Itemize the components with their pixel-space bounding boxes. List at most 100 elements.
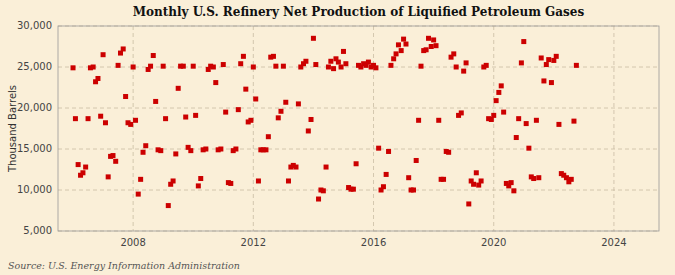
point [466,201,471,206]
point [499,83,504,88]
point [326,65,331,70]
point [531,176,536,181]
point [491,113,496,118]
point [514,135,519,140]
x-tick-label: 2008 [120,237,145,248]
point [511,188,516,193]
point [228,181,233,186]
grid [58,26,659,231]
point [128,122,133,127]
point [133,118,138,123]
source-note: Source: U.S. Energy Information Administ… [8,260,240,271]
point [116,63,121,68]
point [546,57,551,62]
point [454,65,459,70]
title: Monthly U.S. Refinery Net Production of … [133,5,585,19]
point [396,42,401,47]
point [446,150,451,155]
grid-line [58,108,659,109]
point [183,115,188,120]
y-tick-label: 30,000 [17,20,52,31]
point [151,53,156,58]
point [441,177,446,182]
point [241,54,246,59]
point [76,162,81,167]
point [256,178,261,183]
point [143,143,148,148]
point [516,116,521,121]
point [221,62,226,67]
point [509,180,514,185]
point [406,175,411,180]
x-tick-label: 2024 [601,237,626,248]
point [163,116,168,121]
point [336,60,341,65]
grid-line [253,26,254,231]
point [203,147,208,152]
point [213,80,218,85]
point [519,60,524,65]
point [554,54,559,59]
point [211,65,216,70]
point [71,65,76,70]
y-axis-label: Thousand Barrels [7,85,18,173]
point [373,65,378,70]
point [324,165,329,170]
point [524,121,529,126]
point [278,109,283,114]
point [399,48,404,53]
point [251,65,256,70]
point [429,44,434,49]
point [188,148,193,153]
point [138,177,143,182]
point [471,182,476,187]
point [351,187,356,192]
point [158,148,163,153]
chart: 5,00010,00015,00020,00025,00030,00020082… [0,0,675,275]
point [376,146,381,151]
point [414,158,419,163]
point [436,118,441,123]
point [459,110,464,115]
point [474,170,479,175]
point [496,90,501,95]
point [248,118,253,123]
point [166,203,171,208]
point [73,116,78,121]
point [416,118,421,123]
y-tick-label: 20,000 [17,102,52,113]
point [95,76,100,81]
grid-line [58,149,659,150]
point [238,61,243,66]
point [176,86,181,91]
y-tick-label: 15,000 [17,143,52,154]
point [424,47,429,52]
point [391,56,396,61]
point [411,188,416,193]
point [311,36,316,41]
point [419,64,424,69]
grid-line [373,26,374,231]
point [539,55,544,60]
point [196,183,201,188]
point [236,107,241,112]
point [569,177,574,182]
grid-line [613,26,614,231]
point [91,65,96,70]
point [494,98,499,103]
point [386,149,391,154]
point [501,110,506,115]
point [106,174,111,179]
point [403,42,408,47]
point [484,63,489,68]
point [121,46,126,51]
point [271,54,276,59]
point [153,99,158,104]
point [110,153,115,158]
point [173,151,178,156]
point [534,118,539,123]
point [461,69,466,74]
point [341,49,346,54]
point [273,64,278,69]
point [296,101,301,106]
